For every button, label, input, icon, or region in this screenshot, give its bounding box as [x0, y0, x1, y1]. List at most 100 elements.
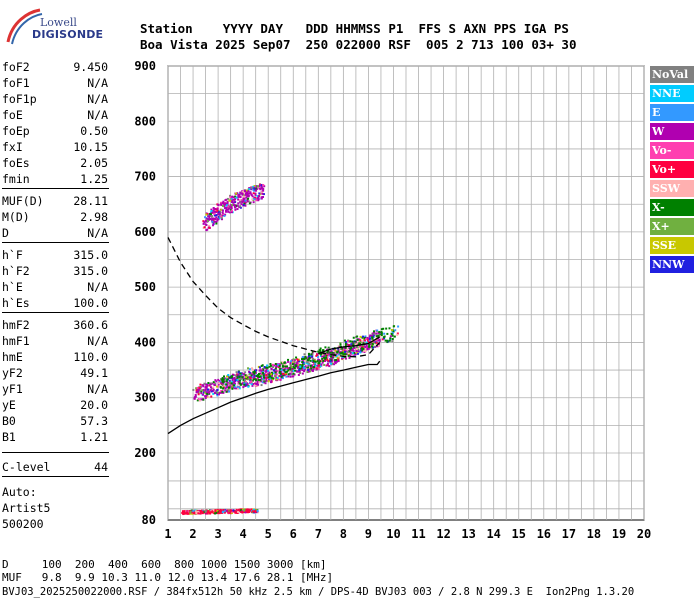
echo-point — [353, 352, 356, 355]
echo-point — [367, 345, 370, 348]
echo-point — [244, 201, 247, 204]
echo-point — [287, 358, 290, 361]
echo-point — [206, 228, 209, 231]
echo-point — [254, 187, 257, 190]
legend-item: NoVal — [650, 66, 694, 83]
echo-point — [306, 370, 309, 373]
echo-point — [274, 371, 277, 374]
param-label: foF1 — [2, 76, 30, 90]
y-tick-label: 700 — [134, 170, 156, 184]
echo-point — [299, 365, 302, 368]
echo-point — [239, 196, 242, 199]
y-tick-label: 300 — [134, 391, 156, 405]
echo-point — [222, 387, 225, 390]
echo-point — [372, 332, 375, 335]
echo-point — [311, 364, 314, 367]
echo-point — [298, 360, 301, 363]
echo-point — [210, 208, 213, 211]
echo-point — [226, 375, 229, 378]
echo-point — [306, 359, 309, 362]
echo-point — [212, 392, 215, 395]
header-labels: Station YYYY DAY DDD HHMMSS P1 FFS S AXN… — [140, 21, 569, 36]
echo-point — [342, 353, 345, 356]
echo-point — [388, 327, 391, 330]
echo-point — [317, 364, 320, 367]
echo-point — [224, 199, 227, 202]
x-tick-label: 16 — [537, 527, 551, 541]
echo-point — [381, 338, 384, 341]
echo-point — [257, 365, 260, 368]
echo-point — [369, 346, 372, 349]
echo-point — [212, 388, 215, 391]
echo-point — [290, 360, 293, 363]
echo-point — [217, 213, 220, 216]
echo-point — [361, 346, 364, 349]
echo-point — [228, 390, 231, 393]
echo-point — [211, 389, 214, 392]
echo-point — [201, 389, 204, 392]
echo-point — [210, 390, 213, 393]
echo-point — [252, 188, 255, 191]
echo-point — [204, 392, 207, 395]
echo-point — [302, 361, 305, 364]
echo-point — [312, 360, 315, 363]
echo-point — [377, 344, 380, 347]
echo-point — [373, 345, 376, 348]
echo-point — [213, 208, 216, 211]
echo-point — [263, 185, 266, 188]
param-label: foEs — [2, 156, 30, 170]
echo-point — [247, 378, 250, 381]
echo-point — [218, 382, 221, 385]
echo-point — [228, 376, 231, 379]
echo-point — [325, 353, 328, 356]
echo-point — [327, 360, 330, 363]
echo-point — [253, 372, 256, 375]
echo-point — [272, 365, 275, 368]
y-tick-label: 200 — [134, 446, 156, 460]
echo-point — [250, 186, 253, 189]
echo-point — [230, 199, 233, 202]
echo-point — [232, 196, 235, 199]
echo-point — [248, 371, 251, 374]
echo-point — [326, 358, 329, 361]
echo-point — [271, 374, 274, 377]
echo-point — [237, 198, 240, 201]
echo-point — [217, 378, 220, 381]
echo-point — [244, 378, 247, 381]
echo-point — [226, 201, 229, 204]
echo-point — [247, 385, 250, 388]
echo-point — [220, 203, 223, 206]
param-row: hmF1 N/A — [2, 334, 108, 348]
echo-point — [379, 333, 382, 336]
echo-point — [269, 381, 272, 384]
echo-point — [207, 510, 210, 513]
echo-point — [239, 206, 242, 209]
echo-point — [258, 366, 261, 369]
x-tick-label: 8 — [340, 527, 347, 541]
echo-point — [210, 509, 213, 512]
echo-point — [358, 345, 361, 348]
echo-point — [362, 335, 365, 338]
echo-point — [375, 339, 378, 342]
echo-point — [226, 510, 229, 513]
echo-point — [226, 384, 229, 387]
echo-point — [251, 372, 254, 375]
echo-point — [292, 369, 295, 372]
echo-point — [335, 358, 338, 361]
echo-point — [224, 389, 227, 392]
echo-point — [342, 356, 345, 359]
param-label: h`F — [2, 248, 23, 262]
echo-point — [234, 208, 237, 211]
echo-point — [291, 361, 294, 364]
echo-point — [207, 218, 210, 221]
echo-point — [216, 206, 219, 209]
echo-point — [337, 358, 340, 361]
echo-point — [254, 192, 257, 195]
echo-point — [215, 511, 218, 514]
echo-point — [244, 384, 247, 387]
echo-point — [364, 350, 367, 353]
echo-point — [278, 378, 281, 381]
echo-point — [245, 374, 248, 377]
echo-point — [383, 337, 386, 340]
echo-point — [225, 390, 228, 393]
